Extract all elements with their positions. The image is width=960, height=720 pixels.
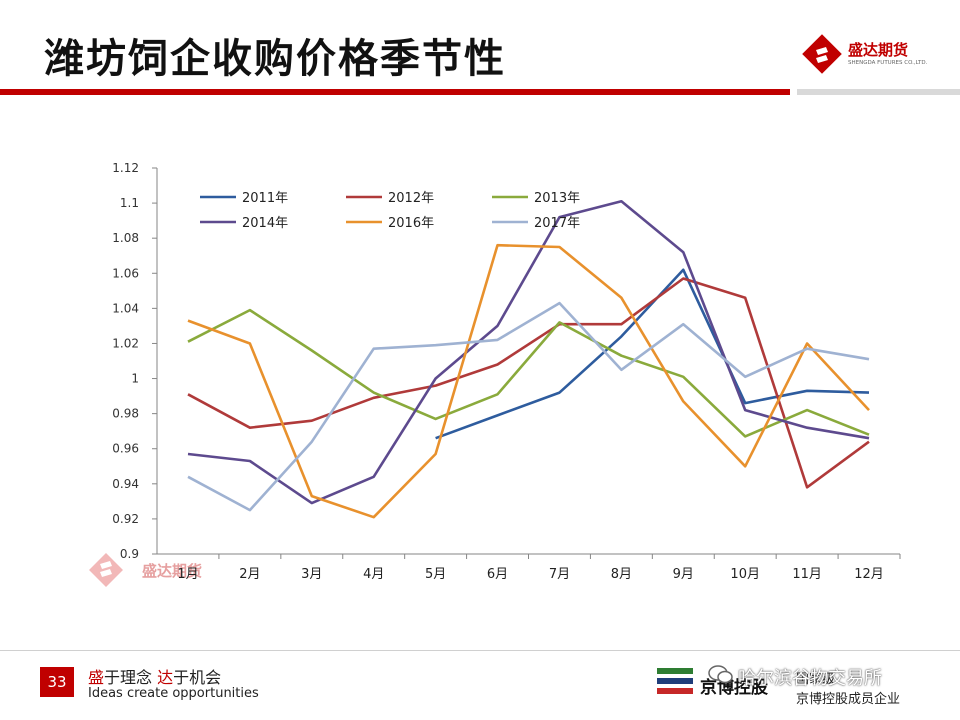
title-divider-red — [0, 89, 790, 95]
partner-subtitle: 京博控股成员企业 — [796, 692, 901, 707]
x-tick-label: 7月 — [549, 567, 570, 582]
brand-logo-subtext: SHENGDA FUTURES CO.,LTD. — [848, 60, 928, 66]
series-line-2013年 — [187, 308, 870, 438]
legend-label: 2012年 — [388, 191, 434, 206]
y-tick-label: 0.9 — [120, 547, 139, 561]
y-tick-label: 1.1 — [120, 196, 139, 210]
x-tick-label: 8月 — [611, 567, 632, 582]
x-tick-label: 11月 — [792, 567, 822, 582]
x-tick-label: 5月 — [425, 567, 446, 582]
partner-name: 京博控股 — [700, 678, 768, 698]
watermark-text: 哈尔滨谷物交易所 — [738, 668, 882, 689]
legend-label: 2017年 — [534, 216, 580, 231]
x-tick-label: 12月 — [854, 567, 884, 582]
footer-divider — [0, 650, 960, 651]
y-tick-label: 0.98 — [112, 407, 139, 421]
y-tick-label: 0.96 — [112, 442, 139, 456]
slogan-part-4: 于机会 — [173, 668, 222, 687]
partner-logo-icon — [657, 668, 693, 694]
page-number: 33 — [40, 667, 74, 697]
slogan-cn: 盛于理念 达于机会 — [88, 664, 221, 688]
series-line-2014年 — [187, 200, 870, 505]
chart-watermark-text: 盛达期货 — [142, 562, 202, 580]
series-line-2011年 — [435, 268, 870, 440]
legend-label: 2011年 — [242, 191, 288, 206]
title-divider-gray — [797, 89, 960, 95]
slogan-part-1: 盛 — [88, 668, 105, 687]
y-tick-label: 1.04 — [112, 301, 139, 315]
brand-logo-icon — [802, 34, 842, 74]
legend-label: 2016年 — [388, 216, 434, 231]
slogan-part-3: 达 — [157, 668, 174, 687]
slogan-en: Ideas create opportunities — [88, 686, 259, 701]
y-tick-label: 1.08 — [112, 231, 139, 245]
y-tick-label: 1.12 — [112, 161, 139, 175]
brand-logo-text: 盛达期货 — [848, 41, 909, 59]
x-tick-label: 4月 — [363, 567, 384, 582]
legend-label: 2013年 — [534, 191, 580, 206]
x-tick-label: 3月 — [301, 567, 322, 582]
x-tick-label: 9月 — [673, 567, 694, 582]
brand-logo: 盛达期货 SHENGDA FUTURES CO.,LTD. — [802, 34, 934, 74]
wechat-icon — [708, 665, 733, 684]
x-tick-label: 1月 — [177, 567, 198, 582]
page-title: 潍坊饲企收购价格季节性 — [44, 35, 506, 82]
legend-label: 2014年 — [242, 216, 288, 231]
x-tick-label: 2月 — [239, 567, 260, 582]
slogan-part-2: 于理念 — [104, 668, 158, 687]
y-tick-label: 1.02 — [112, 336, 139, 350]
series-line-2016年 — [187, 243, 870, 519]
y-tick-label: 1.06 — [112, 266, 139, 280]
partner-label: 国家级 — [796, 672, 836, 687]
y-tick-label: 0.94 — [112, 477, 139, 491]
seasonality-line-chart: 盛达期货 1.12 1.1 1.08 1.06 1.04 1.02 1 0.98 0.96 0.9… — [89, 161, 901, 587]
x-tick-label: 10月 — [730, 567, 760, 582]
x-tick-label: 6月 — [487, 567, 508, 582]
y-tick-label: 1 — [131, 372, 139, 386]
y-tick-label: 0.92 — [112, 512, 139, 526]
series-line-2012年 — [187, 277, 870, 489]
series-line-2017年 — [187, 301, 870, 512]
